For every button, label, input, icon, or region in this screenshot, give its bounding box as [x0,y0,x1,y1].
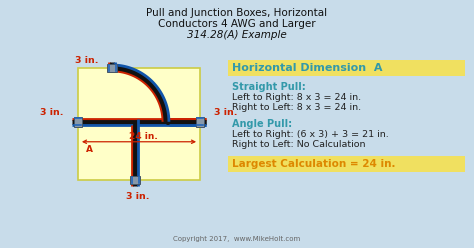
Text: Right to Left: 8 x 3 = 24 in.: Right to Left: 8 x 3 = 24 in. [232,103,361,112]
FancyBboxPatch shape [74,117,82,127]
FancyBboxPatch shape [228,60,465,76]
FancyBboxPatch shape [78,68,200,180]
Text: 24 in.: 24 in. [128,132,157,141]
Text: 3 in.: 3 in. [40,108,64,117]
FancyBboxPatch shape [107,64,117,72]
Text: 3 in.: 3 in. [75,56,98,65]
Text: Left to Right: 8 x 3 = 24 in.: Left to Right: 8 x 3 = 24 in. [232,93,361,102]
Text: Horizontal Dimension  A: Horizontal Dimension A [232,63,383,73]
FancyBboxPatch shape [130,176,140,184]
Text: 314.28(A) Example: 314.28(A) Example [187,30,287,40]
Text: 3 in.: 3 in. [126,192,149,201]
FancyBboxPatch shape [228,156,465,172]
Text: Largest Calculation = 24 in.: Largest Calculation = 24 in. [232,159,395,169]
FancyBboxPatch shape [196,117,204,127]
Text: Straight Pull:: Straight Pull: [232,82,306,92]
Text: Angle Pull:: Angle Pull: [232,119,292,129]
Text: Conductors 4 AWG and Larger: Conductors 4 AWG and Larger [158,19,316,29]
Text: 3 in.: 3 in. [214,108,237,117]
Text: Left to Right: (6 x 3) + 3 = 21 in.: Left to Right: (6 x 3) + 3 = 21 in. [232,130,389,139]
Text: Right to Left: No Calculation: Right to Left: No Calculation [232,140,365,149]
Text: Copyright 2017,  www.MikeHolt.com: Copyright 2017, www.MikeHolt.com [173,236,301,242]
Text: A: A [86,145,93,154]
Text: Pull and Junction Boxes, Horizontal: Pull and Junction Boxes, Horizontal [146,8,328,18]
